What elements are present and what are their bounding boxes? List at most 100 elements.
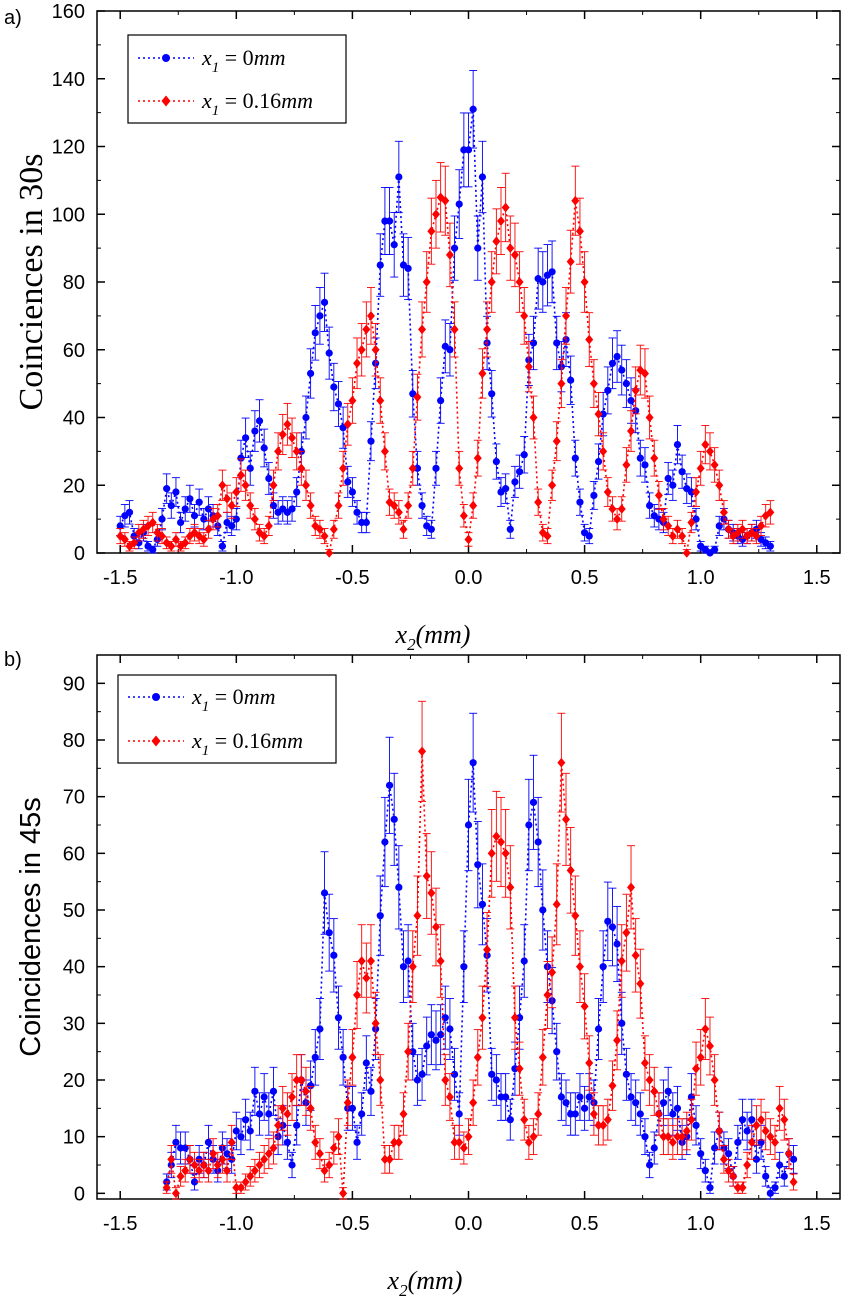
data-point: [664, 1087, 672, 1095]
data-point: [172, 1138, 180, 1146]
data-point: [562, 1099, 570, 1107]
data-point: [784, 1148, 793, 1159]
data-point: [589, 1109, 598, 1119]
data-point: [594, 1025, 603, 1033]
data-point: [529, 339, 538, 347]
data-point: [246, 500, 255, 511]
y-tick-label: 160: [52, 1, 85, 23]
data-point: [362, 518, 370, 527]
data-point: [603, 1114, 612, 1125]
data-point: [181, 1144, 189, 1152]
data-point: [585, 1093, 593, 1101]
data-point: [673, 524, 682, 535]
data-point: [395, 173, 403, 181]
y-tick-label: 60: [63, 340, 85, 362]
data-point: [348, 1104, 357, 1112]
data-point: [478, 173, 487, 181]
data-point: [645, 1075, 654, 1085]
data-point: [320, 1165, 329, 1176]
data-point: [200, 515, 208, 523]
data-point: [320, 298, 329, 306]
data-point: [567, 376, 575, 384]
data-point: [348, 1052, 357, 1063]
data-point: [274, 446, 283, 457]
data-point: [343, 1097, 352, 1108]
data-point: [520, 311, 529, 321]
y-tick-label: 80: [63, 272, 85, 294]
data-point: [640, 1058, 649, 1068]
data-point: [604, 917, 612, 925]
data-point: [334, 400, 343, 408]
data-point: [719, 507, 728, 518]
data-point: [529, 412, 538, 423]
y-tick-label: 0: [74, 1183, 85, 1205]
data-point: [608, 359, 617, 367]
data-point: [302, 413, 310, 422]
data-point: [367, 437, 375, 445]
data-point: [589, 378, 598, 389]
data-point: [418, 324, 427, 335]
data-point: [469, 105, 477, 113]
data-point: [307, 1082, 315, 1090]
data-point: [116, 522, 124, 530]
y-tick-label: 20: [63, 475, 85, 497]
data-point: [431, 209, 440, 220]
data-point: [506, 882, 515, 893]
data-point: [511, 1065, 519, 1073]
data-point: [357, 956, 366, 966]
data-point: [167, 501, 175, 510]
data-point: [269, 1143, 278, 1153]
data-point: [641, 1133, 649, 1141]
data-point: [376, 395, 385, 406]
data-point: [250, 1165, 259, 1176]
data-point: [622, 380, 630, 388]
data-point: [668, 531, 677, 541]
data-point: [353, 358, 362, 369]
data-point: [599, 446, 608, 457]
data-point: [557, 757, 566, 768]
series-1: [162, 712, 798, 1200]
data-point: [553, 1048, 561, 1056]
data-point: [524, 1137, 533, 1148]
data-point: [469, 759, 477, 767]
data-point: [450, 244, 459, 252]
data-point: [455, 1110, 463, 1118]
data-point: [399, 524, 408, 535]
data-point: [511, 478, 519, 486]
data-point: [659, 1131, 668, 1142]
data-point: [506, 1116, 514, 1124]
data-point: [752, 1155, 761, 1163]
legend-entry: x1 = 0.16mm: [201, 88, 313, 119]
data-point: [743, 1127, 751, 1135]
data-point: [158, 531, 167, 541]
data-point: [599, 1120, 608, 1131]
panel-label: b): [4, 649, 22, 671]
data-point: [669, 1110, 677, 1118]
data-point: [706, 1184, 714, 1192]
legend-entry: x1 = 0mm: [201, 45, 285, 76]
data-point: [162, 1182, 171, 1193]
data-point: [678, 1131, 687, 1142]
data-point: [711, 1144, 719, 1152]
legend-marker: [162, 54, 170, 62]
data-point: [501, 202, 510, 213]
data-point: [283, 1109, 292, 1119]
data-point: [789, 1155, 798, 1163]
data-point: [167, 541, 176, 552]
data-point: [576, 498, 584, 506]
data-point: [460, 963, 468, 971]
data-point: [213, 1160, 222, 1170]
data-point: [209, 514, 218, 524]
data-point: [697, 1150, 705, 1158]
data-point: [251, 427, 259, 435]
data-point: [488, 1070, 496, 1078]
data-point: [668, 1137, 677, 1148]
data-point: [613, 514, 622, 524]
y-tick-label: 90: [63, 673, 85, 695]
data-point: [520, 957, 528, 965]
data-point: [701, 1167, 709, 1175]
data-point: [371, 1018, 380, 1029]
legend-box: [117, 674, 337, 764]
data-point: [613, 1035, 622, 1046]
data-point: [487, 277, 496, 287]
